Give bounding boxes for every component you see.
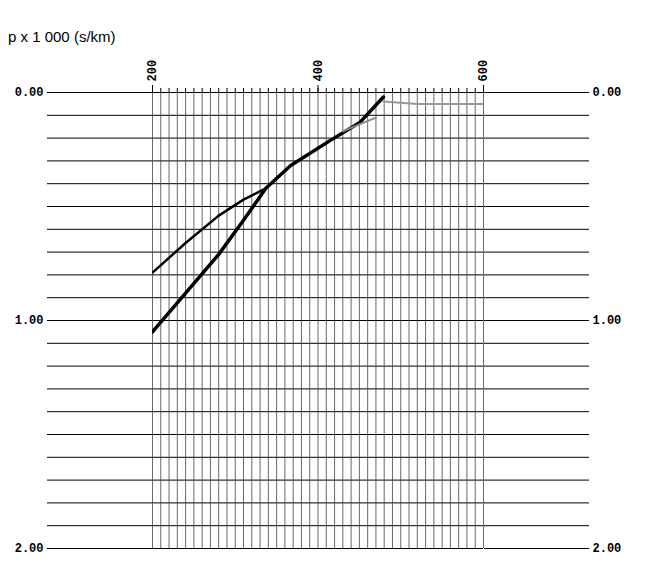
- svg-text:400: 400: [312, 60, 326, 82]
- svg-text:0.00: 0.00: [593, 86, 622, 100]
- svg-text:2.00: 2.00: [593, 542, 622, 556]
- svg-text:600: 600: [477, 60, 491, 82]
- svg-text:200: 200: [146, 60, 160, 82]
- svg-text:2.00: 2.00: [15, 542, 44, 556]
- html-text:p x 1 000 (s/km): p x 1 000 (s/km): [8, 28, 116, 45]
- svg-text:1.00: 1.00: [593, 314, 622, 328]
- svg-text:1.00: 1.00: [15, 314, 44, 328]
- svg-text:0.00: 0.00: [15, 86, 44, 100]
